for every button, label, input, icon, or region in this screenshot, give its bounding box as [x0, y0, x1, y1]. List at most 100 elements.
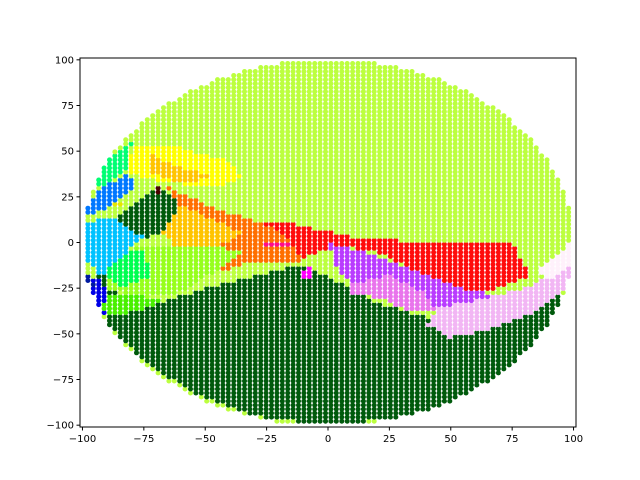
- scatter-point: [166, 193, 172, 199]
- scatter-point: [296, 282, 301, 287]
- scatter-point: [436, 221, 442, 227]
- scatter-point: [517, 177, 523, 183]
- scatter-point: [274, 221, 280, 227]
- scatter-point: [333, 249, 339, 255]
- scatter-point: [290, 330, 296, 336]
- scatter-point: [220, 326, 226, 332]
- scatter-point: [371, 314, 377, 320]
- scatter-point: [447, 253, 453, 259]
- scatter-point: [258, 374, 264, 380]
- scatter-point: [312, 314, 318, 320]
- scatter-point: [290, 205, 296, 211]
- scatter-point: [101, 189, 107, 195]
- scatter-point: [468, 274, 474, 279]
- scatter-point: [539, 197, 545, 203]
- scatter-point: [377, 338, 383, 344]
- scatter-point: [252, 394, 258, 400]
- scatter-point: [198, 201, 204, 207]
- scatter-point: [485, 290, 491, 296]
- scatter-point: [495, 314, 501, 320]
- scatter-point: [393, 314, 399, 320]
- scatter-point: [161, 225, 166, 231]
- scatter-point: [436, 185, 442, 191]
- scatter-point: [323, 314, 328, 320]
- scatter-point: [458, 342, 464, 348]
- scatter-point: [393, 265, 399, 271]
- scatter-point: [414, 370, 420, 376]
- scatter-point: [161, 249, 166, 255]
- scatter-point: [436, 322, 442, 328]
- scatter-point: [323, 378, 328, 384]
- scatter-point: [128, 249, 134, 255]
- scatter-point: [506, 298, 512, 304]
- scatter-point: [323, 161, 328, 167]
- scatter-point: [333, 185, 339, 191]
- scatter-point: [225, 310, 231, 316]
- scatter-point: [512, 201, 518, 207]
- scatter-point: [549, 257, 555, 263]
- scatter-point: [247, 286, 253, 291]
- scatter-point: [474, 257, 480, 263]
- scatter-point: [225, 382, 231, 388]
- scatter-point: [312, 306, 318, 312]
- scatter-point: [225, 282, 231, 287]
- scatter-point: [539, 225, 545, 231]
- scatter-point: [252, 350, 258, 356]
- scatter-point: [333, 173, 339, 179]
- scatter-point: [366, 374, 372, 380]
- scatter-point: [366, 334, 372, 340]
- scatter-point: [198, 253, 204, 259]
- scatter-point: [425, 338, 431, 344]
- scatter-point: [463, 229, 469, 235]
- scatter-point: [215, 314, 220, 320]
- scatter-point: [355, 213, 361, 219]
- scatter-point: [177, 193, 183, 199]
- scatter-point: [382, 286, 388, 291]
- scatter-point: [274, 241, 280, 247]
- scatter-point: [323, 354, 328, 360]
- scatter-point: [236, 290, 242, 296]
- scatter-point: [387, 205, 393, 211]
- scatter-point: [242, 294, 247, 300]
- scatter-point: [182, 334, 188, 340]
- scatter-point: [387, 221, 393, 227]
- scatter-point: [414, 386, 420, 392]
- scatter-point: [485, 378, 491, 384]
- scatter-point: [139, 310, 145, 316]
- scatter-point: [161, 205, 166, 211]
- scatter-point: [333, 314, 339, 320]
- scatter-point: [225, 225, 231, 231]
- scatter-point: [166, 257, 172, 263]
- scatter-point: [490, 366, 496, 372]
- scatter-point: [225, 390, 231, 396]
- scatter-point: [204, 318, 210, 324]
- scatter-point: [323, 350, 328, 356]
- scatter-point: [387, 374, 393, 380]
- scatter-point: [166, 374, 172, 380]
- scatter-point: [479, 193, 485, 199]
- scatter-point: [285, 354, 291, 360]
- scatter-point: [231, 366, 237, 372]
- scatter-point: [506, 326, 512, 332]
- scatter-point: [274, 213, 280, 219]
- scatter-point: [296, 225, 301, 231]
- scatter-point: [306, 294, 312, 300]
- scatter-point: [404, 270, 410, 275]
- scatter-point: [333, 189, 339, 195]
- scatter-point: [274, 358, 280, 364]
- scatter-point: [371, 358, 377, 364]
- scatter-point: [371, 326, 377, 332]
- scatter-point: [225, 362, 231, 368]
- scatter-point: [134, 241, 139, 247]
- scatter-point: [495, 237, 501, 243]
- scatter-point: [274, 225, 280, 231]
- scatter-point: [420, 390, 426, 396]
- scatter-point: [355, 354, 361, 360]
- scatter-point: [296, 241, 301, 247]
- scatter-point: [463, 257, 469, 263]
- scatter-point: [312, 278, 318, 283]
- scatter-point: [517, 241, 523, 247]
- scatter-point: [107, 225, 112, 231]
- scatter-point: [279, 358, 285, 364]
- scatter-point: [404, 165, 410, 171]
